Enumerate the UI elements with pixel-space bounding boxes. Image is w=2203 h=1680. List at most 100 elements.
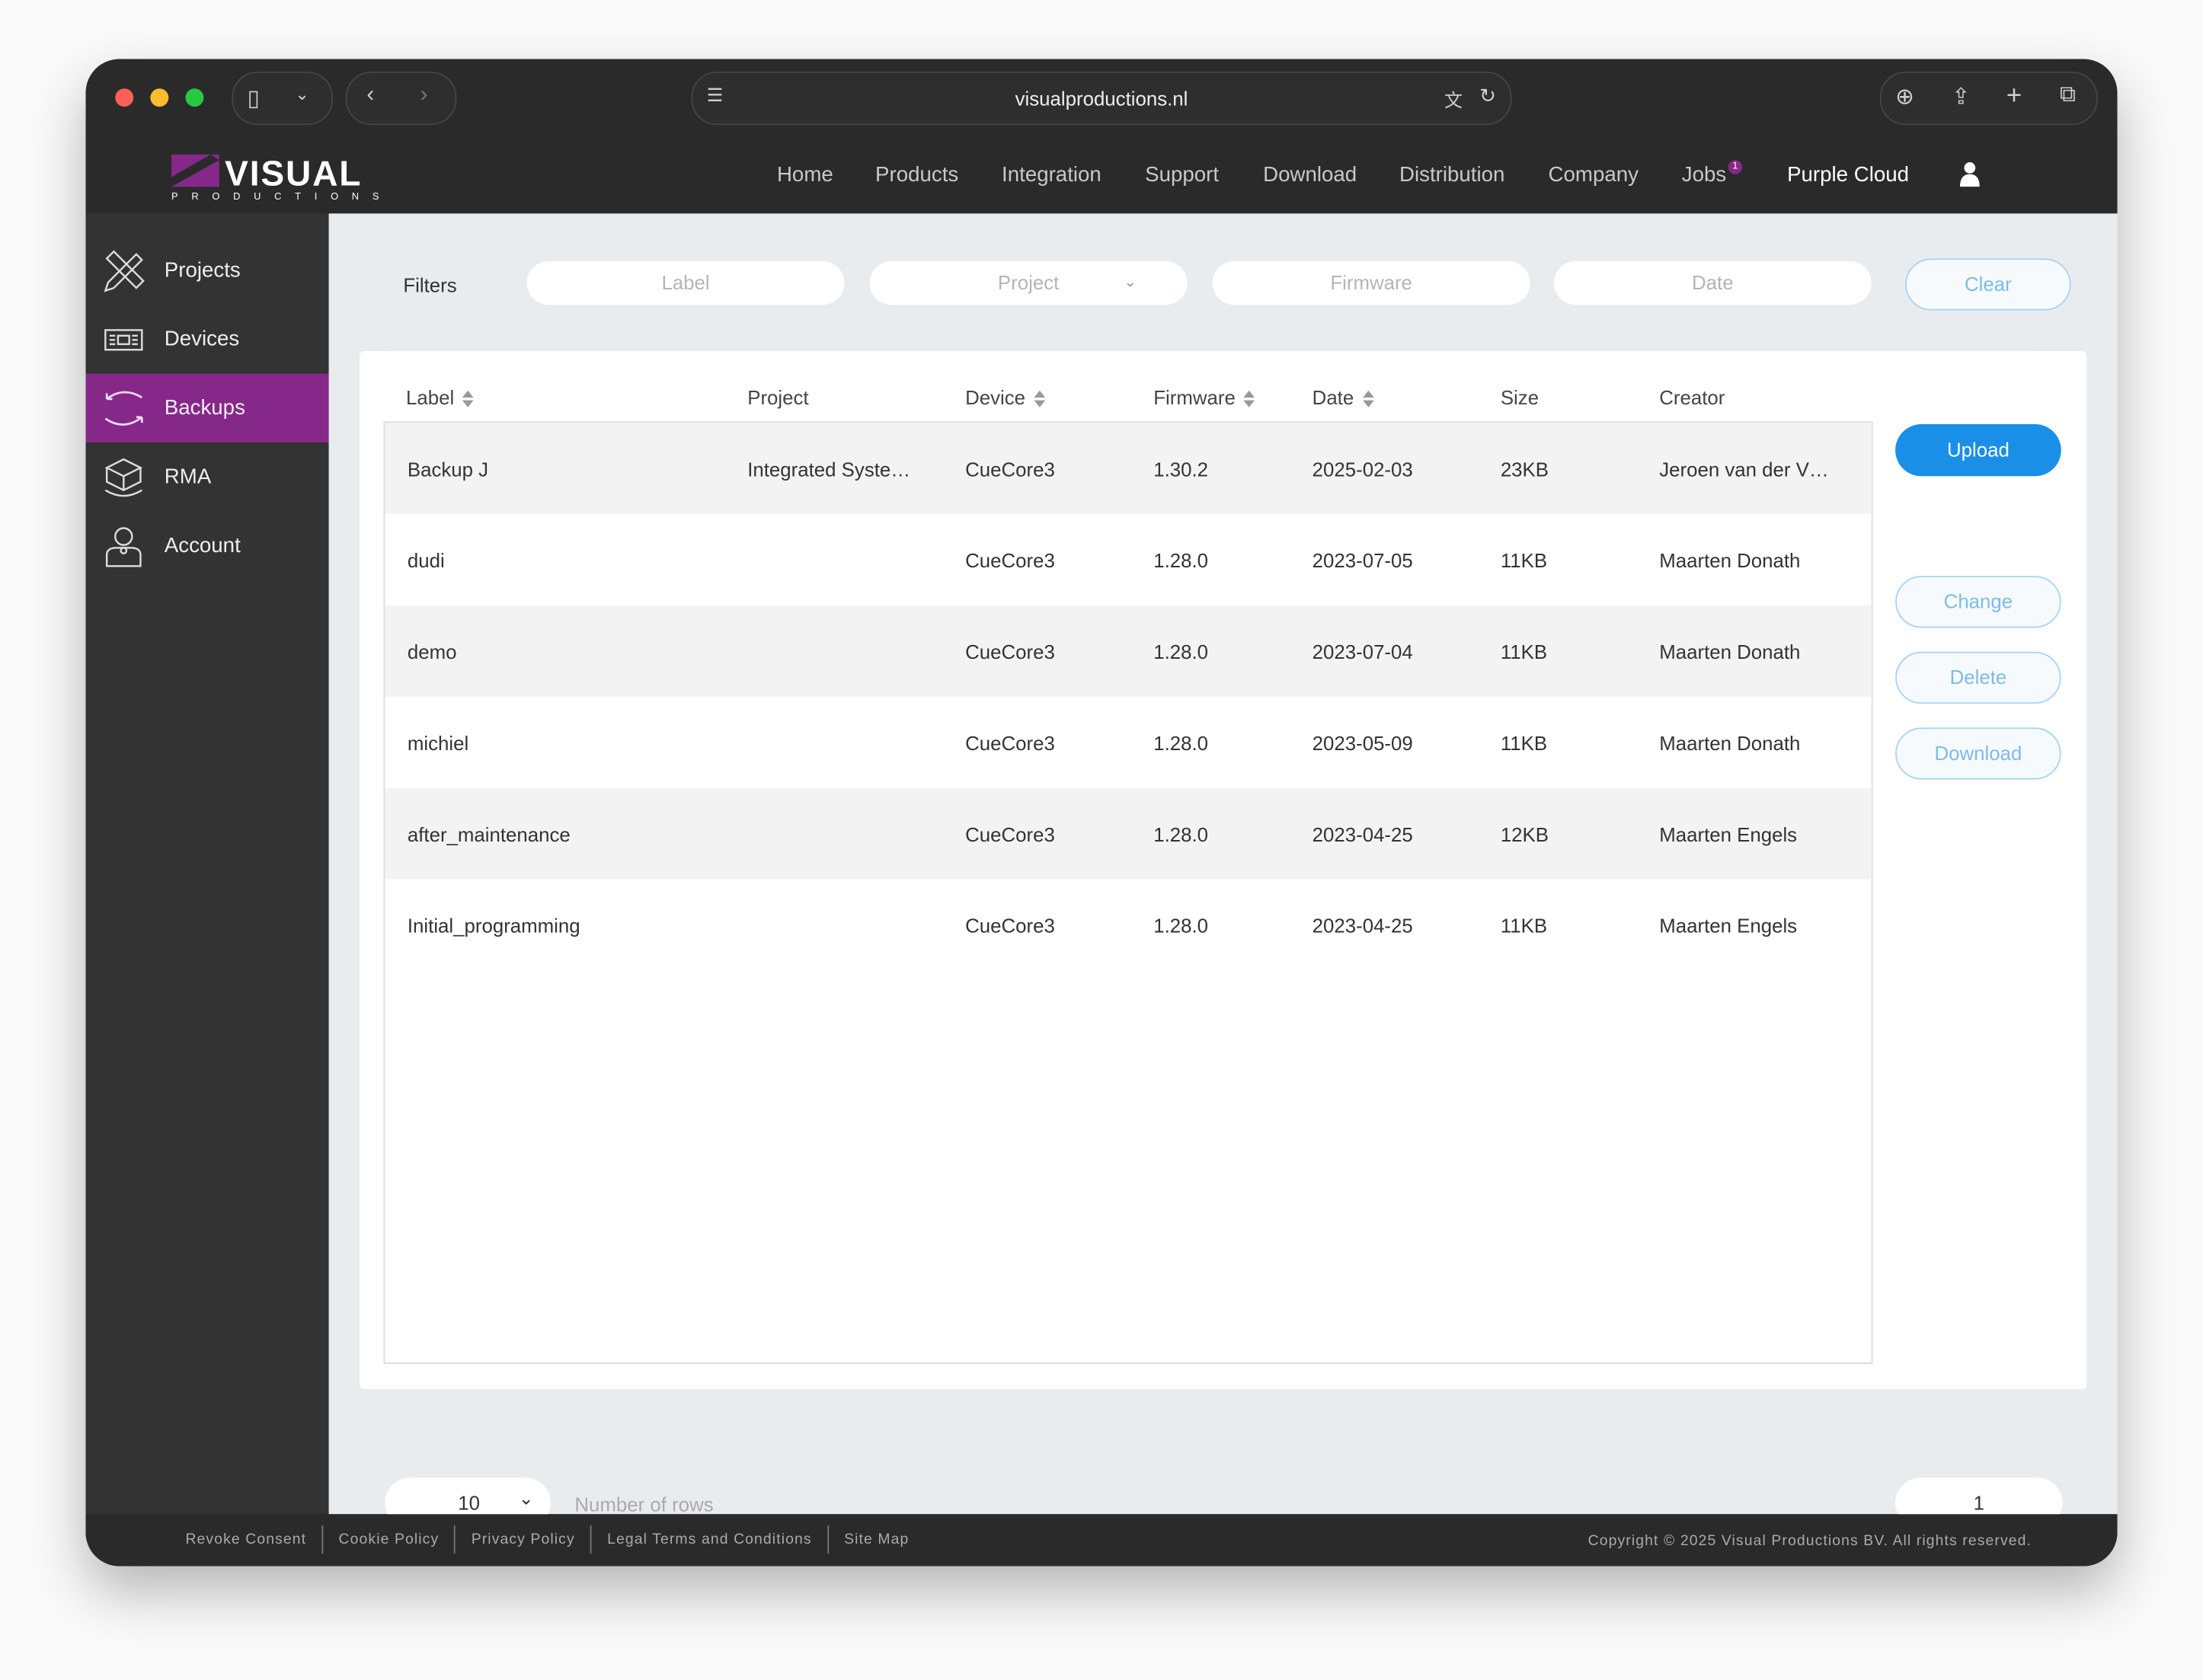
date-filter-input[interactable]: Date xyxy=(1553,261,1872,305)
table-row[interactable]: Backup J Integrated Syste… CueCore3 1.30.2 2… xyxy=(385,423,1872,515)
nav-products[interactable]: Products xyxy=(875,162,959,187)
sidebar-item-label: Account xyxy=(164,533,241,558)
cell-label: demo xyxy=(407,640,457,663)
svg-text:VISUAL: VISUAL xyxy=(225,153,362,193)
sort-icon xyxy=(1034,391,1045,408)
table-row[interactable]: after_maintenance CueCore3 1.28.0 2023-04-2… xyxy=(385,787,1872,880)
column-header-creator: Creator xyxy=(1659,386,1725,409)
nav-download[interactable]: Download xyxy=(1263,162,1357,187)
cell-date: 2023-07-05 xyxy=(1312,549,1413,572)
footer-link[interactable]: Cookie Policy xyxy=(321,1525,454,1554)
translate-icon[interactable]: 文 xyxy=(1444,90,1463,111)
project-filter-select[interactable]: Project ⌄ xyxy=(869,261,1188,305)
sidebar-item-devices[interactable]: Devices xyxy=(86,305,329,373)
history-nav: ‹ › xyxy=(345,72,457,126)
visual-productions-logo[interactable]: VISUAL PRODUCTIONS xyxy=(168,149,421,203)
forward-icon[interactable]: › xyxy=(420,82,428,107)
reload-icon[interactable]: ↻ xyxy=(1479,84,1496,107)
sort-icon xyxy=(1243,391,1255,408)
nav-support[interactable]: Support xyxy=(1145,162,1220,187)
rows-per-page-value: 10 xyxy=(458,1491,481,1515)
toolbar-actions: ⊕ ⇪ + ⧉ xyxy=(1879,72,2098,126)
user-icon xyxy=(105,526,142,567)
cell-label: Initial_programming xyxy=(407,914,580,937)
nav-company[interactable]: Company xyxy=(1548,162,1639,187)
nav-distribution[interactable]: Distribution xyxy=(1399,162,1505,187)
project-filter-placeholder: Project xyxy=(997,270,1060,294)
copyright-text: Copyright © 2025 Visual Productions BV. … xyxy=(1588,1532,2032,1550)
footer-links: Revoke Consent Cookie Policy Privacy Polic… xyxy=(170,1525,925,1554)
sidebar-item-backups[interactable]: Backups xyxy=(85,373,329,442)
cell-device: CueCore3 xyxy=(965,822,1055,846)
cell-device: CueCore3 xyxy=(965,549,1055,572)
cell-size: 11KB xyxy=(1500,914,1548,937)
change-button[interactable]: Change xyxy=(1895,576,2061,628)
column-header-label[interactable]: Label xyxy=(406,386,475,409)
sidebar-item-label: Backups xyxy=(164,396,245,420)
downloads-icon[interactable]: ⊕ xyxy=(1895,85,1914,110)
footer-link[interactable]: Site Map xyxy=(827,1525,925,1554)
cell-size: 11KB xyxy=(1500,549,1548,572)
cell-device: CueCore3 xyxy=(965,640,1055,663)
sidebar-icon: ▯ xyxy=(247,87,260,111)
cell-creator: Maarten Donath xyxy=(1659,640,1801,663)
cell-project: Integrated Syste… xyxy=(747,458,911,481)
cell-device: CueCore3 xyxy=(965,458,1055,481)
address-bar[interactable]: ☰ visualproductions.nl 文 ↻ xyxy=(691,72,1512,126)
share-icon[interactable]: ⇪ xyxy=(1951,85,1971,110)
page-menu-icon[interactable]: ☰ xyxy=(706,84,724,106)
url-text: visualproductions.nl xyxy=(1015,87,1188,110)
user-icon[interactable] xyxy=(1959,161,1980,193)
nav-integration[interactable]: Integration xyxy=(1002,162,1102,187)
sidebar-toggle-button[interactable]: ▯ ⌄ xyxy=(232,72,334,126)
cell-firmware: 1.28.0 xyxy=(1153,914,1209,937)
cell-size: 11KB xyxy=(1500,640,1548,663)
sidebar-item-account[interactable]: Account xyxy=(86,511,329,580)
footer-link[interactable]: Legal Terms and Conditions xyxy=(590,1525,827,1554)
table-row[interactable]: Initial_programming CueCore3 1.28.0 2023-04… xyxy=(385,880,1871,971)
nav-purple-cloud[interactable]: Purple Cloud xyxy=(1787,162,1910,187)
sidebar-item-label: Devices xyxy=(164,327,240,352)
firmware-filter-input[interactable]: Firmware xyxy=(1212,261,1530,305)
table-row[interactable]: dudi CueCore3 1.28.0 2023-07-05 11KB Maarten … xyxy=(385,514,1871,605)
sidebar-item-projects[interactable]: Projects xyxy=(86,236,329,305)
cell-date: 2023-04-25 xyxy=(1312,822,1413,846)
column-header-firmware[interactable]: Firmware xyxy=(1153,386,1255,409)
clear-button[interactable]: Clear xyxy=(1905,258,2071,311)
cell-firmware: 1.28.0 xyxy=(1153,549,1209,572)
cell-firmware: 1.30.2 xyxy=(1153,458,1209,481)
close-window-button[interactable] xyxy=(115,88,134,107)
sidebar-item-rma[interactable]: RMA xyxy=(86,442,329,511)
browser-window: ▯ ⌄ ‹ › ☰ visualproductions.nl 文 ↻ ⊕ ⇪ +… xyxy=(85,59,2118,1567)
download-button[interactable]: Download xyxy=(1895,727,2061,780)
cell-creator: Maarten Donath xyxy=(1659,731,1801,755)
cell-size: 23KB xyxy=(1500,458,1549,481)
chevron-down-icon: ⌄ xyxy=(295,84,309,104)
label-filter-input[interactable]: Label xyxy=(526,261,845,305)
tabs-overview-icon[interactable]: ⧉ xyxy=(2059,82,2076,107)
nav-jobs[interactable]: Jobs xyxy=(1681,162,1727,187)
column-header-device[interactable]: Device xyxy=(965,386,1045,409)
footer-link[interactable]: Privacy Policy xyxy=(454,1525,590,1554)
table-row[interactable]: demo CueCore3 1.28.0 2023-07-04 11KB Maarten … xyxy=(385,605,1872,697)
back-icon[interactable]: ‹ xyxy=(366,82,375,107)
column-header-date[interactable]: Date xyxy=(1313,386,1374,409)
new-tab-icon[interactable]: + xyxy=(2006,81,2022,111)
footer-link[interactable]: Revoke Consent xyxy=(185,1531,307,1548)
upload-button[interactable]: Upload xyxy=(1895,424,2061,477)
table-row[interactable]: michiel CueCore3 1.28.0 2023-05-09 11KB Maart… xyxy=(385,697,1871,788)
maximize-window-button[interactable] xyxy=(185,88,204,107)
delete-button[interactable]: Delete xyxy=(1895,651,2061,704)
cell-date: 2023-05-09 xyxy=(1312,731,1413,755)
filters-label: Filters xyxy=(403,273,457,297)
sort-icon xyxy=(462,391,475,408)
box-return-icon xyxy=(104,457,143,497)
minimize-window-button[interactable] xyxy=(150,88,169,107)
ruler-pencil-icon xyxy=(104,249,145,292)
nav-home[interactable]: Home xyxy=(776,162,833,187)
chevron-down-icon: ⌄ xyxy=(1124,273,1137,291)
cell-creator: Maarten Engels xyxy=(1659,914,1798,937)
cell-date: 2023-07-04 xyxy=(1312,640,1413,663)
jobs-badge: 1 xyxy=(1728,160,1743,174)
cell-device: CueCore3 xyxy=(965,731,1055,755)
